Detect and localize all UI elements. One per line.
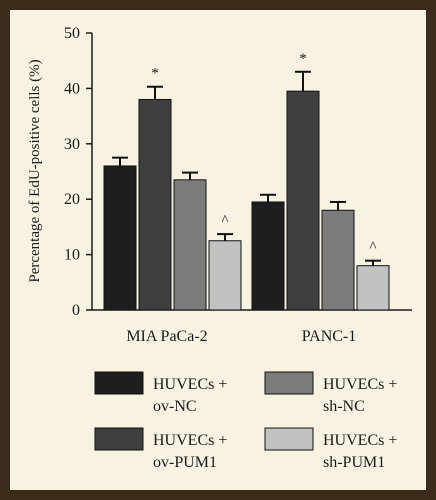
bar: [356, 265, 390, 311]
legend-swatch: [94, 371, 144, 395]
y-tick-label: 40: [64, 80, 80, 97]
legend-label: sh-NC: [323, 398, 365, 415]
significance-marker: *: [299, 51, 307, 67]
bar: [286, 90, 320, 311]
bar: [251, 201, 285, 311]
y-tick-label: 0: [72, 302, 80, 319]
bar: [138, 98, 172, 311]
category-label: PANC-1: [302, 328, 357, 345]
bar: [208, 240, 242, 311]
bar: [321, 209, 355, 311]
legend-label: HUVECs +: [153, 376, 227, 393]
category-label: MIA PaCa-2: [126, 328, 207, 345]
y-tick-label: 10: [64, 247, 80, 264]
legend-label: ov-NC: [153, 398, 197, 415]
y-axis-title: Percentage of EdU-positive cells (%): [27, 59, 43, 282]
significance-marker: ^: [221, 213, 228, 229]
legend-label: HUVECs +: [323, 432, 397, 449]
legend-label: sh-PUM1: [323, 454, 385, 471]
legend-swatch: [264, 427, 314, 451]
y-tick-label: 20: [64, 191, 80, 208]
legend-label: ov-PUM1: [153, 454, 217, 471]
bar: [103, 165, 137, 311]
y-tick-label: 30: [64, 136, 80, 153]
y-tick-label: 50: [64, 25, 80, 42]
legend-swatch: [264, 371, 314, 395]
legend-label: HUVECs +: [153, 432, 227, 449]
legend-swatch: [94, 427, 144, 451]
significance-marker: *: [151, 66, 159, 82]
bar: [173, 179, 207, 311]
significance-marker: ^: [369, 240, 376, 256]
legend-label: HUVECs +: [323, 376, 397, 393]
